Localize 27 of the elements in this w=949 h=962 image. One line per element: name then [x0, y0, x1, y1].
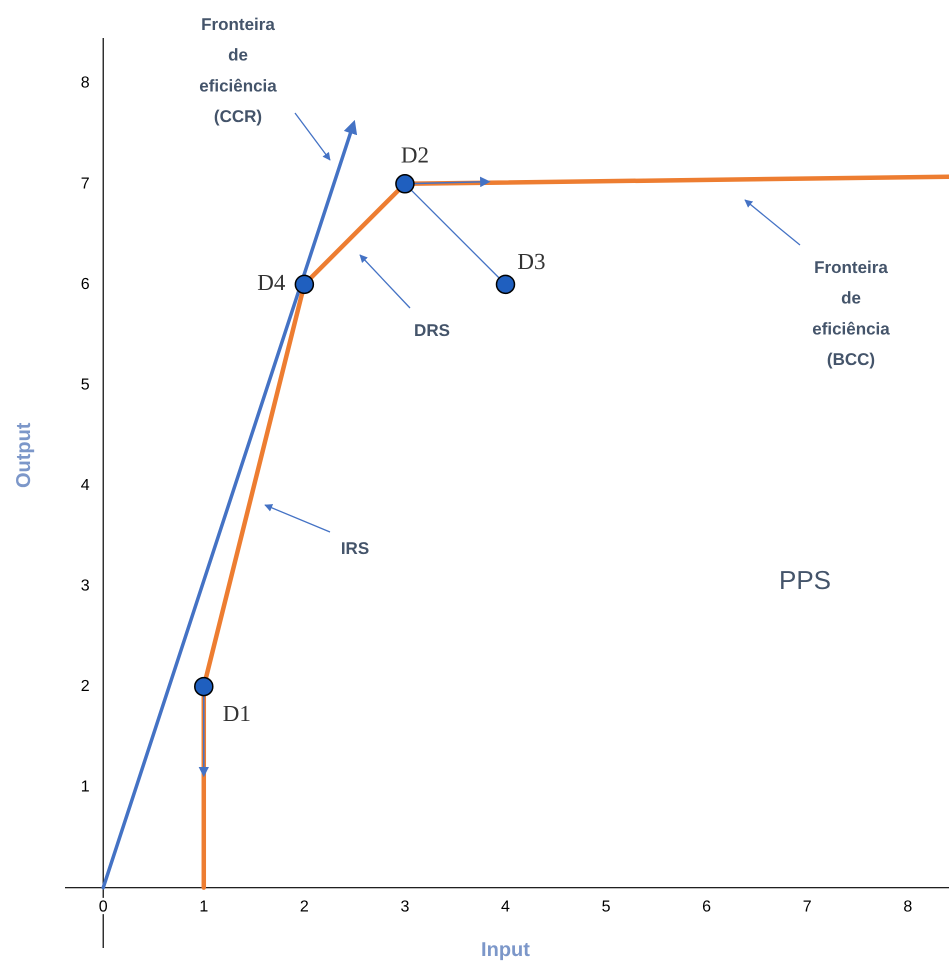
annotation: PPS — [778, 565, 832, 595]
data-label: D4 — [257, 270, 286, 295]
x-tick-label: 6 — [702, 898, 712, 916]
y-tick-label: 3 — [80, 578, 90, 595]
x-tick-label: 8 — [903, 898, 912, 916]
y-axis-title: Output — [13, 422, 35, 488]
x-axis-title: Input — [481, 939, 530, 961]
y-tick-label: 4 — [80, 476, 90, 494]
y-tick-label: 1 — [80, 778, 90, 796]
annotation: DRS — [414, 320, 450, 340]
data-label: D2 — [400, 142, 429, 168]
x-tick-label: 3 — [400, 898, 410, 916]
x-tick-label: 5 — [602, 898, 611, 916]
x-tick-label: 4 — [501, 898, 510, 916]
data-label: D1 — [222, 701, 251, 726]
y-tick-label: 6 — [80, 276, 90, 293]
x-tick-label: 2 — [300, 898, 309, 916]
annotation: Fronteira de eficiência (CCR) — [199, 14, 278, 126]
annotation: IRS — [340, 538, 370, 558]
y-tick-label: 8 — [80, 74, 90, 92]
y-tick-label: 7 — [80, 175, 90, 192]
data-label: D3 — [517, 248, 546, 274]
x-tick-label: 1 — [199, 898, 208, 916]
y-tick-label: 2 — [80, 678, 90, 696]
x-tick-label: 7 — [802, 898, 812, 916]
y-tick-label: 5 — [80, 376, 90, 394]
annotation: Fronteira de eficiência (BCC) — [812, 258, 890, 368]
